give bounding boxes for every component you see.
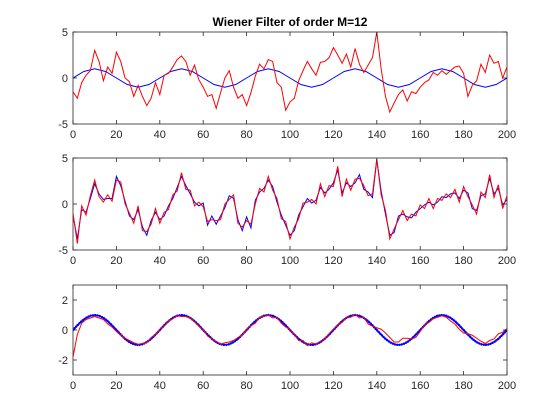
axes-3-xtick-label: 180 — [454, 380, 472, 392]
axes-1-xtick-label: 180 — [454, 129, 472, 141]
axes-1: 0 20 40 60 80 100 120 140 160 180 200-505 — [58, 27, 516, 141]
axes-2-xtick-label: 0 — [70, 255, 76, 267]
axes-3-ytick-label: 2 — [62, 295, 68, 307]
axes-1-xtick-label: 200 — [498, 129, 516, 141]
axes-3-xtick-label: 140 — [368, 380, 386, 392]
axes-3-xtick-label: 60 — [197, 380, 209, 392]
axes-3-xtick-label: 160 — [411, 380, 429, 392]
axes-3-xtick-label: 100 — [281, 380, 299, 392]
axes-3-xtick-label: 40 — [154, 380, 166, 392]
axes-2-xtick-label: 60 — [197, 255, 209, 267]
axes-1-ytick-label: 0 — [62, 73, 68, 85]
axes-3-xtick-label: 200 — [498, 380, 516, 392]
axes-2-xtick-label: 20 — [110, 255, 122, 267]
axes-1-xtick-label: 20 — [110, 129, 122, 141]
axes-1-plot-area — [73, 32, 507, 114]
axes-2-xtick-label: 160 — [411, 255, 429, 267]
axes-1-series-2-line — [73, 32, 507, 114]
axes-2-ytick-label: 5 — [62, 153, 68, 165]
axes-3-xtick-label: 20 — [110, 380, 122, 392]
axes-3: 0 20 40 60 80 100 120 140 160 180 200 -2 0 2 — [58, 284, 516, 392]
axes-3-xtick-label: 80 — [240, 380, 252, 392]
axes-3-series-2-line — [73, 313, 507, 358]
axes-1-xtick-label: 120 — [324, 129, 342, 141]
axes-3-ytick-label: -2 — [58, 355, 68, 367]
axes-1-series-1-line — [73, 68, 507, 88]
axes-2-series-2-line — [73, 158, 507, 244]
axes-2-frame — [72, 157, 508, 251]
axes-1-xtick-label: 0 — [70, 129, 76, 141]
axes-2-ytick-label: -5 — [58, 245, 68, 257]
figure-title: Wiener Filter of order M=12 — [213, 15, 368, 29]
axes-1-xtick-label: 80 — [240, 129, 252, 141]
axes-2-xtick-label: 80 — [240, 255, 252, 267]
axes-1-xtick-label: 140 — [368, 129, 386, 141]
axes-3-xtick-label: 120 — [324, 380, 342, 392]
axes-2-plot-area — [73, 158, 507, 244]
axes-2: 0 20 40 60 80 100 120 140 160 180 200-505 — [58, 153, 516, 267]
axes-2-xtick-label: 120 — [324, 255, 342, 267]
axes-1-ytick-label: -5 — [58, 119, 68, 131]
axes-1-ytick-label: 5 — [62, 27, 68, 39]
axes-1-xtick-label: 40 — [154, 129, 166, 141]
axes-1-xtick-label: 100 — [281, 129, 299, 141]
axes-2-xtick-label: 180 — [454, 255, 472, 267]
axes-3-plot-area — [73, 313, 507, 358]
axes-1-xtick-label: 60 — [197, 129, 209, 141]
axes-2-xtick-label: 100 — [281, 255, 299, 267]
axes-2-xtick-label: 140 — [368, 255, 386, 267]
axes-2-xtick-label: 40 — [154, 255, 166, 267]
axes-2-xtick-label: 200 — [498, 255, 516, 267]
axes-3-ytick-label: 0 — [62, 325, 68, 337]
axes-1-xtick-label: 160 — [411, 129, 429, 141]
axes-3-xtick-label: 0 — [70, 380, 76, 392]
axes-2-ytick-label: 0 — [62, 199, 68, 211]
